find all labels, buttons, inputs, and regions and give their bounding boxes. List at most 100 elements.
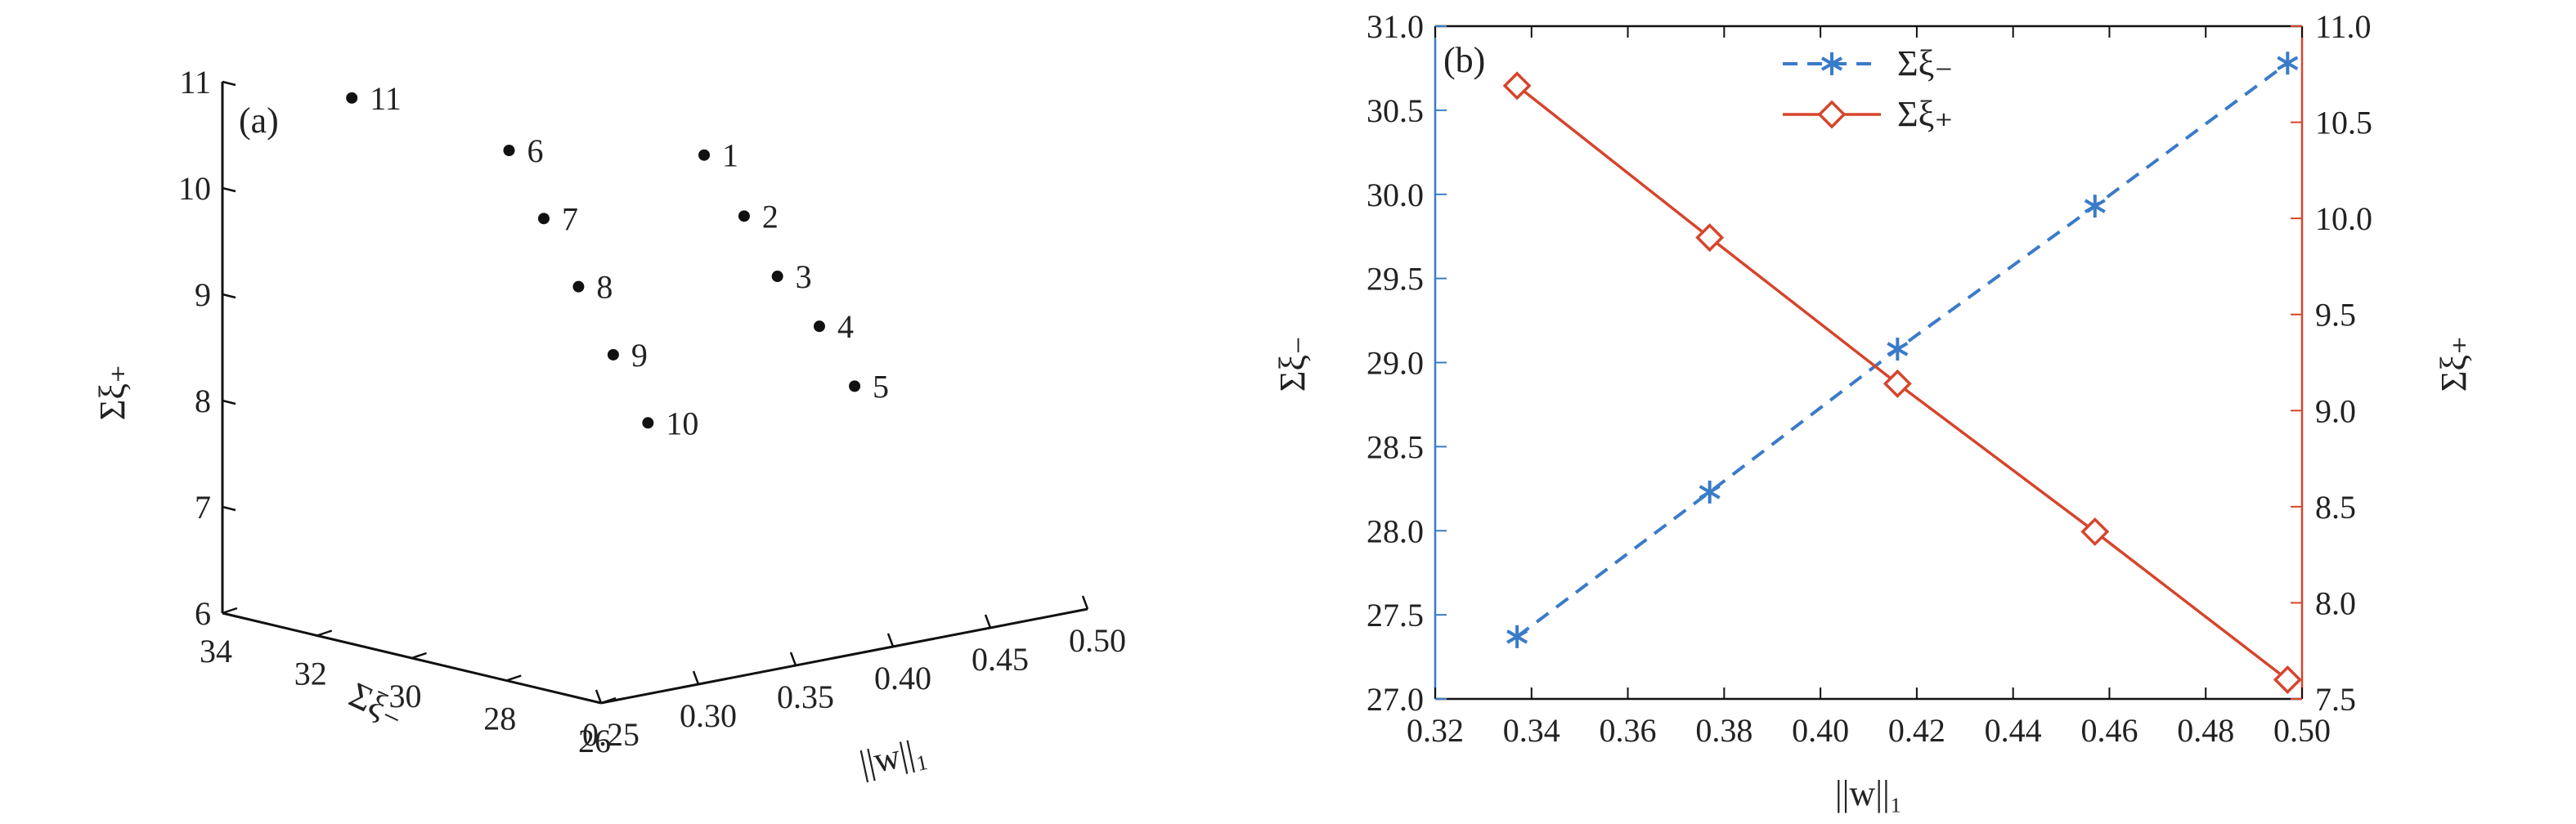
legend: Σξ₋ Σξ₊ bbox=[1783, 43, 1953, 134]
point-label: 7 bbox=[562, 200, 578, 237]
left-y-tick-label: 27.0 bbox=[1367, 681, 1424, 718]
data-point bbox=[771, 271, 783, 283]
z-tick-mark bbox=[222, 611, 236, 618]
left-y-tick-label: 28.5 bbox=[1367, 428, 1424, 465]
y-tick-mark bbox=[505, 674, 522, 682]
series-line-sum-xi-minus bbox=[1515, 61, 2289, 638]
left-y-tick-label: 30.5 bbox=[1367, 92, 1424, 129]
data-point bbox=[572, 280, 585, 293]
y-tick-label: 30 bbox=[389, 678, 422, 714]
x-tick-label: 0.50 bbox=[1069, 622, 1126, 659]
left-y-tick-label: 31.0 bbox=[1367, 8, 1424, 45]
z-tick-label: 10 bbox=[178, 170, 211, 207]
point-label: 1 bbox=[722, 137, 738, 174]
x-tick-label: 0.50 bbox=[2273, 712, 2331, 749]
data-point bbox=[738, 210, 750, 222]
x-tick-label: 0.38 bbox=[1695, 712, 1752, 749]
asterisk-stroke bbox=[2084, 199, 2106, 213]
left-y-tick-label: 29.5 bbox=[1367, 261, 1424, 298]
x-tick-label: 0.40 bbox=[874, 660, 931, 696]
panel-a-3d-scatter: 0.250.300.350.400.450.502628303234678910… bbox=[92, 64, 1126, 783]
x-tick-mark bbox=[886, 633, 895, 647]
z-tick-label: 8 bbox=[195, 383, 211, 419]
z-tick-mark bbox=[222, 505, 236, 512]
asterisk-stroke bbox=[1506, 629, 1528, 644]
point-label: 3 bbox=[796, 258, 812, 295]
z-tick-label: 6 bbox=[195, 595, 211, 632]
right-y-tick-label: 9.0 bbox=[2315, 392, 2356, 429]
z-tick-label: 9 bbox=[195, 276, 211, 313]
x-tick-label: 0.44 bbox=[1985, 712, 2042, 749]
left-y-tick-label: 30.0 bbox=[1367, 177, 1424, 213]
diamond-marker bbox=[2080, 517, 2110, 546]
diamond-marker bbox=[2273, 665, 2302, 694]
right-y-tick-label: 10.0 bbox=[2315, 200, 2372, 237]
legend-diamond bbox=[1817, 100, 1847, 129]
asterisk-marker bbox=[2277, 52, 2299, 75]
x-tick-label: 0.42 bbox=[1888, 712, 1945, 749]
z-axis-label: Σξ₊ bbox=[92, 365, 132, 420]
left-y-tick-label: 29.0 bbox=[1367, 345, 1424, 382]
z-tick-mark bbox=[222, 80, 236, 87]
legend-asterisk bbox=[1820, 56, 1843, 71]
panel-label: (a) bbox=[239, 101, 279, 141]
z-tick-label: 7 bbox=[195, 489, 211, 526]
x-tick-label: 0.46 bbox=[2080, 712, 2138, 749]
data-point bbox=[849, 380, 861, 392]
data-point bbox=[537, 213, 550, 225]
left-y-tick-label: 28.0 bbox=[1367, 513, 1424, 549]
x-tick-mark bbox=[1081, 595, 1089, 610]
data-point bbox=[503, 145, 515, 156]
right-y-tick-label: 11.0 bbox=[2315, 8, 2372, 45]
y-tick-mark bbox=[600, 696, 617, 705]
data-point bbox=[346, 92, 358, 104]
left-y-axis-label: Σξ₋ bbox=[1272, 336, 1313, 392]
asterisk-stroke bbox=[1699, 485, 1721, 499]
y-tick-mark bbox=[316, 629, 333, 637]
legend-label: Σξ₋ bbox=[1897, 43, 1953, 83]
point-label: 10 bbox=[666, 405, 698, 441]
y-tick-mark bbox=[222, 607, 238, 615]
right-y-tick-label: 8.5 bbox=[2315, 489, 2356, 526]
x-tick-mark bbox=[692, 670, 700, 685]
z-tick-label: 11 bbox=[179, 64, 211, 101]
x-tick-label: 0.34 bbox=[1503, 712, 1560, 749]
right-y-tick-label: 7.5 bbox=[2315, 681, 2356, 718]
diamond-marker bbox=[1883, 369, 1912, 398]
point-label: 2 bbox=[762, 198, 779, 235]
y-tick-label: 34 bbox=[200, 633, 232, 670]
y-tick-label: 28 bbox=[483, 701, 516, 737]
point-label: 6 bbox=[527, 132, 544, 169]
diamond-marker bbox=[1695, 223, 1725, 253]
x-tick-mark bbox=[984, 614, 992, 629]
left-y-tick-label: 27.5 bbox=[1367, 597, 1424, 634]
x-tick-label: 0.25 bbox=[582, 716, 640, 753]
z-tick-mark bbox=[222, 293, 236, 299]
x-tick-mark bbox=[789, 652, 797, 666]
data-point bbox=[642, 417, 654, 429]
x-tick-label: 0.48 bbox=[2177, 712, 2234, 749]
asterisk-marker bbox=[1506, 625, 1528, 648]
x-tick-label: 0.30 bbox=[680, 697, 737, 734]
y-tick-mark bbox=[411, 652, 427, 660]
x-axis-label: ||w||₁ bbox=[856, 730, 931, 783]
asterisk-stroke bbox=[1887, 342, 1909, 356]
data-point bbox=[698, 149, 711, 161]
panel-b-line-chart: 0.32 0.34 0.36 0.38 0.40 0.42 0.44 0.46 0.48 0.50… bbox=[1272, 8, 2474, 813]
right-y-tick-label: 9.5 bbox=[2315, 297, 2356, 334]
x-tick-label: 0.32 bbox=[1407, 712, 1464, 749]
asterisk-marker bbox=[2084, 195, 2106, 218]
right-y-tick-label: 8.0 bbox=[2315, 584, 2356, 621]
x-axis-line bbox=[600, 607, 1088, 705]
point-label: 5 bbox=[873, 368, 889, 405]
asterisk-marker bbox=[1887, 338, 1909, 361]
data-point bbox=[813, 320, 825, 333]
point-label: 8 bbox=[596, 269, 613, 306]
point-label: 11 bbox=[370, 80, 402, 117]
x-axis-label: ||w||₁ bbox=[1835, 773, 1902, 813]
legend-label: Σξ₊ bbox=[1897, 94, 1953, 134]
x-tick-mark bbox=[595, 689, 603, 704]
right-y-axis-label: Σξ₊ bbox=[2434, 336, 2474, 392]
diamond-marker bbox=[1502, 71, 1532, 101]
